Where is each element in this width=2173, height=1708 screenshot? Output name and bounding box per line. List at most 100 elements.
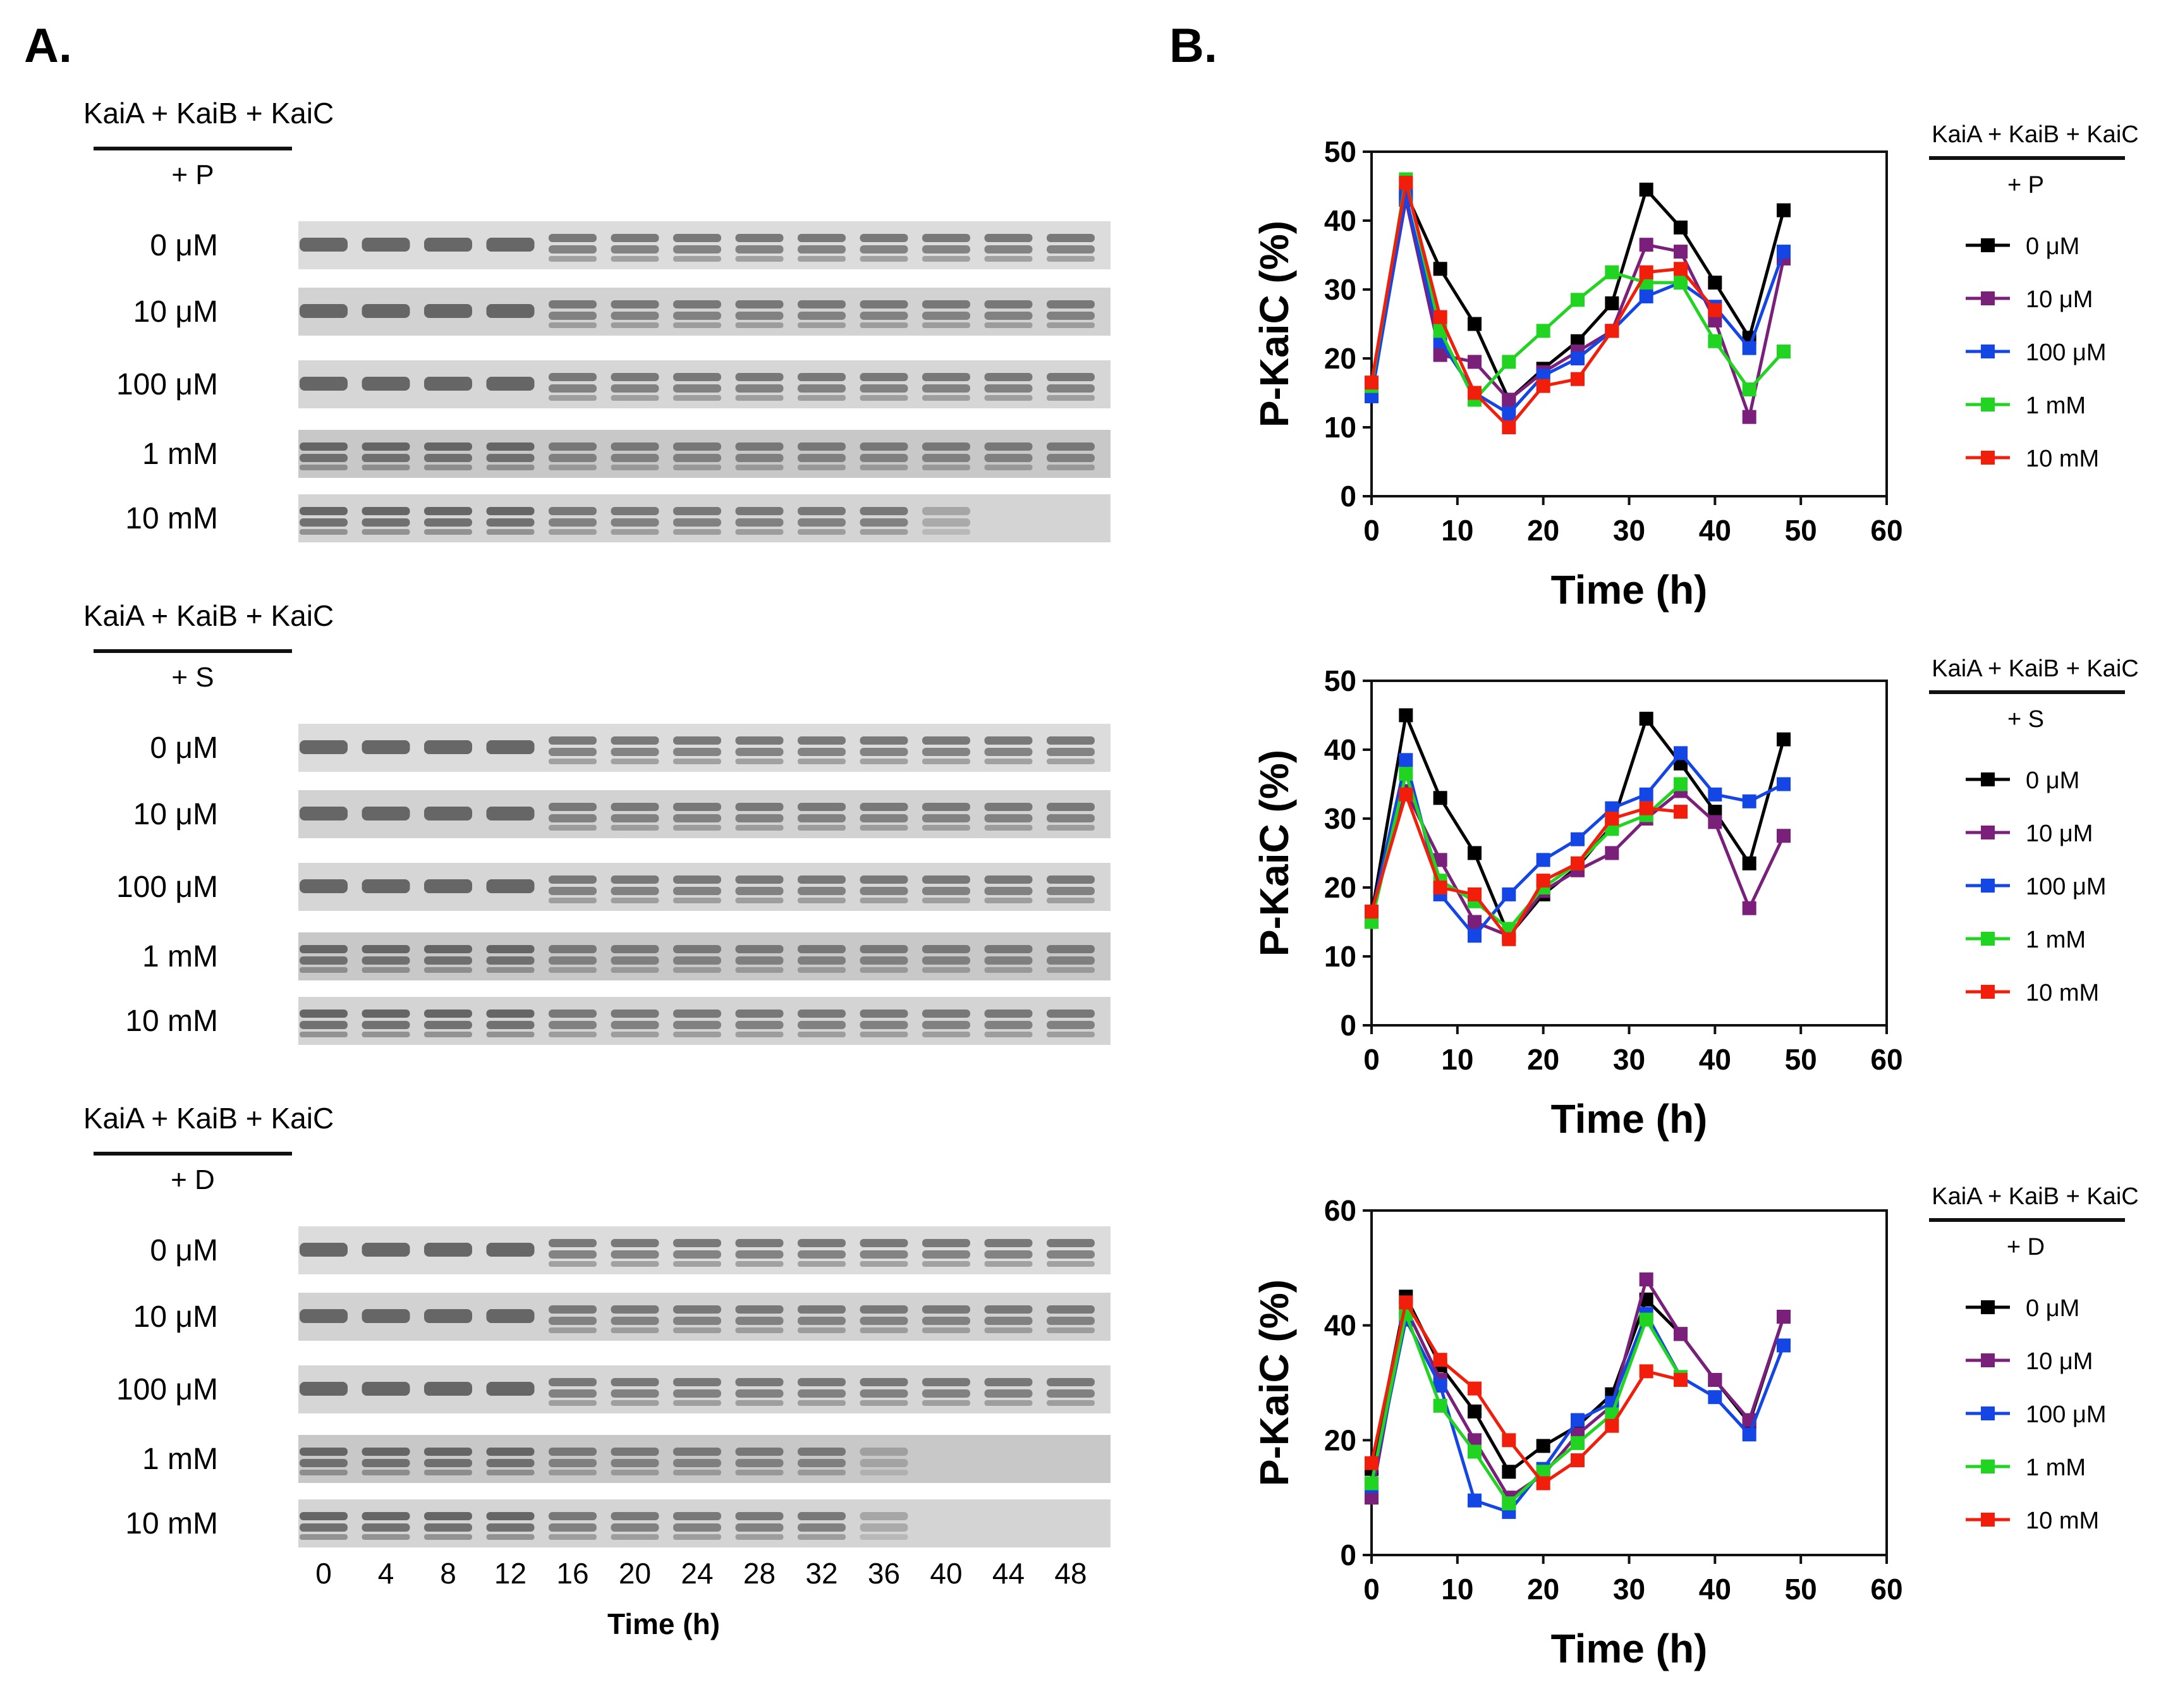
gel-lane-band (549, 1010, 597, 1037)
data-point (1639, 289, 1653, 303)
gel-lane-band (798, 1448, 846, 1475)
gel-lane-band (798, 373, 846, 401)
gel-concentration-label: 10 μM (133, 1300, 218, 1334)
data-point (1536, 324, 1550, 338)
gel-lane-band (735, 875, 784, 903)
data-point (1502, 1496, 1516, 1511)
data-point (1742, 856, 1756, 870)
data-point (1433, 1379, 1447, 1393)
gel-lane-band (860, 1239, 908, 1267)
gel-row: 1 mM (142, 1435, 1111, 1483)
chart-2: 0 10 20 30 40 50 60 0 10 20 30 40 50 Time (h) P-KaiC (… (1251, 656, 2139, 1142)
gel-lane-band (300, 740, 348, 754)
x-tick-label: 60 (1870, 1043, 1902, 1076)
gel-time-tick-label: 0 (315, 1557, 332, 1590)
chart-legend: KaiA + KaiB + KaiC + S 0 μM 10 μM 100 μM 1 mM… (1929, 656, 2139, 1006)
legend-swatch-marker (1981, 932, 1995, 946)
legend-label: 0 μM (2026, 1295, 2079, 1322)
gel-lane-band (798, 736, 846, 764)
data-point (1399, 767, 1413, 781)
gel-lane-band (611, 234, 659, 262)
y-tick-label: 20 (1324, 1424, 1356, 1456)
gel-lane-band (1047, 1010, 1095, 1037)
gel-lane-band (611, 1305, 659, 1333)
x-tick-label: 30 (1613, 1573, 1645, 1606)
gel-lane-band (362, 1010, 410, 1037)
gel-lane-band (798, 442, 846, 470)
data-point (1605, 324, 1619, 338)
gel-lane-band (1047, 1378, 1095, 1406)
gel-lane-band (922, 234, 970, 262)
gel-lane-band (300, 945, 348, 973)
legend-subheader: + P (2007, 172, 2044, 198)
gel-lane-band (424, 304, 472, 318)
gel-lane-band (424, 1243, 472, 1257)
gel-lane-band (922, 736, 970, 764)
gel-lane-band (362, 377, 410, 391)
gel-lane-band (549, 1512, 597, 1540)
gel-lane-band (735, 507, 784, 535)
panel-a-gels: A. KaiA + KaiB + KaiC + P 0 μM 10 μM 100 μM 1… (24, 19, 1111, 1640)
x-tick-label: 30 (1613, 514, 1645, 547)
gel-group-1: KaiA + KaiB + KaiC + P 0 μM 10 μM 100 μM 1 mM… (83, 97, 1111, 542)
gel-lane-band (300, 807, 348, 820)
legend-entry: 0 μM (1966, 767, 2079, 794)
panel-b-charts: B. 0 10 20 30 40 50 60 0 10 20 30 40 50 Time (h) P-Kai… (1169, 19, 2139, 1671)
gel-lane-band (549, 803, 597, 831)
data-point (1399, 1295, 1413, 1310)
legend-swatch-marker (1981, 1460, 1995, 1473)
gel-lane-band (486, 377, 535, 391)
data-point (1502, 355, 1516, 369)
gel-lane-band (424, 945, 472, 973)
gel-lane-band (673, 373, 721, 401)
gel-lane-band (486, 740, 535, 754)
x-tick-label: 40 (1699, 1573, 1731, 1606)
gel-lane-band (300, 1243, 348, 1257)
gel-lane-band (798, 300, 846, 328)
gel-lane-band (984, 803, 1033, 831)
data-point (1708, 787, 1722, 802)
gel-row: 100 μM (116, 1365, 1111, 1413)
data-point (1708, 1390, 1722, 1405)
legend-label: 10 mM (2026, 446, 2099, 472)
data-point (1468, 1493, 1482, 1508)
gel-lane-band (735, 1512, 784, 1540)
series (1365, 1272, 1791, 1505)
gel-lane-band (673, 1512, 721, 1540)
gel-group-header: KaiA + KaiB + KaiC (83, 1102, 334, 1135)
gel-concentration-label: 1 mM (142, 1443, 218, 1476)
gel-lane-band (424, 1010, 472, 1037)
gel-time-tick-label: 16 (556, 1557, 588, 1590)
legend-swatch-marker (1981, 772, 1995, 786)
gel-lane-band (486, 879, 535, 893)
y-tick-label: 0 (1340, 1009, 1356, 1042)
data-point (1571, 1413, 1585, 1427)
gel-lane-band (798, 1239, 846, 1267)
data-point (1468, 929, 1482, 943)
chart-3: 0 10 20 30 40 50 60 0 20 40 60 Time (h) P-KaiC (%) Ka… (1251, 1183, 2139, 1671)
chart-1: 0 10 20 30 40 50 60 0 10 20 30 40 50 Time (h) P-KaiC (… (1251, 121, 2139, 613)
data-point (1468, 1433, 1482, 1448)
gel-row: 0 μM (150, 724, 1111, 772)
x-tick-label: 20 (1527, 1573, 1559, 1606)
x-tick-label: 40 (1699, 514, 1731, 547)
gel-lane-band (549, 300, 597, 328)
series-line (1370, 1300, 1681, 1485)
gel-lane-band (860, 1378, 908, 1406)
gel-lane-band (673, 736, 721, 764)
gel-group-subheader: + P (171, 159, 214, 190)
gel-lane-band (984, 442, 1033, 470)
gel-time-tick-label: 20 (619, 1557, 651, 1590)
gel-concentration-label: 10 mM (125, 1004, 218, 1038)
data-point (1536, 853, 1550, 867)
legend-entry: 1 mM (1966, 1455, 2086, 1481)
gel-concentration-label: 10 mM (125, 502, 218, 535)
y-tick-label: 40 (1324, 204, 1356, 237)
gel-lane-band (673, 442, 721, 470)
data-point (1742, 382, 1756, 397)
gel-lane-band (735, 1239, 784, 1267)
gel-lane-band (611, 300, 659, 328)
data-point (1468, 915, 1482, 929)
gel-lane-band (300, 1382, 348, 1396)
